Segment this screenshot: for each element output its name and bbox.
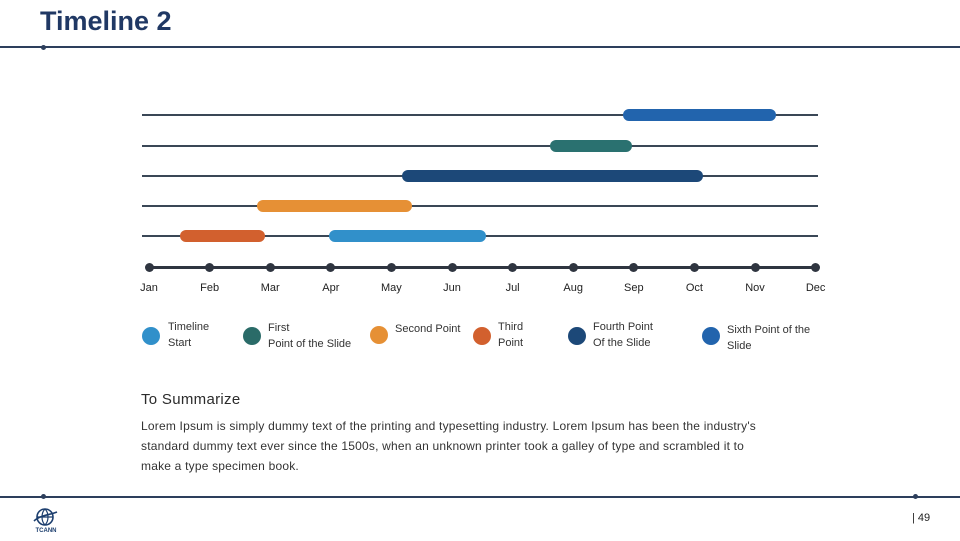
month-label: Apr: [322, 282, 340, 294]
summary-body: Lorem Ipsum is simply dummy text of the …: [141, 419, 757, 473]
month-label: Feb: [200, 282, 220, 294]
summary-title: To Summarize: [141, 391, 241, 408]
month-label: Dec: [805, 282, 826, 294]
month-tick: [386, 263, 396, 272]
legend-dot: [473, 327, 491, 345]
month-tick: [205, 263, 215, 272]
month-label: Jan: [140, 282, 158, 294]
month-tick: [144, 263, 154, 272]
header-divider-dot: [41, 45, 46, 50]
timeline-bar: [257, 200, 412, 212]
header-divider: [0, 46, 960, 48]
page-number: | 49: [912, 512, 931, 524]
timeline-track: [142, 205, 818, 207]
legend-dot: [702, 327, 720, 345]
logo-text: TCANN: [35, 528, 57, 534]
footer-divider: [0, 496, 960, 498]
legend-dot: [370, 326, 388, 344]
month-tick: [568, 263, 578, 272]
month-tick: [447, 263, 457, 272]
month-tick: [326, 263, 336, 272]
legend-label: Third Point: [498, 321, 524, 349]
legend-label: Sixth Point of the Slide: [727, 324, 811, 352]
month-tick: [265, 263, 275, 272]
timeline-bar: [402, 170, 703, 182]
page-title: Timeline 2: [40, 6, 172, 36]
month-label: Jun: [443, 282, 461, 294]
timeline-bar: [550, 140, 632, 152]
legend-label: Fourth Point Of the Slide: [593, 321, 653, 349]
month-tick: [629, 263, 639, 272]
timeline-bar: [180, 230, 265, 242]
month-label: Nov: [745, 282, 765, 294]
legend-dot: [243, 327, 261, 345]
legend-label: Second Point: [395, 323, 461, 335]
month-tick: [508, 263, 518, 272]
footer-divider-dot: [41, 494, 46, 499]
month-label: Jul: [505, 282, 520, 294]
month-label: Mar: [260, 282, 280, 294]
globe-logo-icon: TCANN: [30, 506, 62, 536]
timeline-bar: [329, 230, 486, 242]
timeline-bar: [623, 109, 776, 121]
legend-dot: [142, 327, 160, 345]
month-axis: [148, 266, 815, 269]
footer-divider-dot: [913, 494, 918, 499]
legend-label: Timeline Start: [168, 321, 210, 349]
month-label: Sep: [624, 282, 644, 294]
month-label: Aug: [563, 282, 583, 294]
legend-label: First Point of the Slide: [268, 322, 352, 350]
month-tick: [811, 263, 821, 272]
month-label: Oct: [685, 282, 703, 294]
month-tick: [750, 263, 760, 272]
legend-dot: [568, 327, 586, 345]
timeline-track: [142, 114, 818, 116]
month-label: May: [381, 282, 402, 294]
month-tick: [689, 263, 699, 272]
timeline-track: [142, 145, 818, 147]
